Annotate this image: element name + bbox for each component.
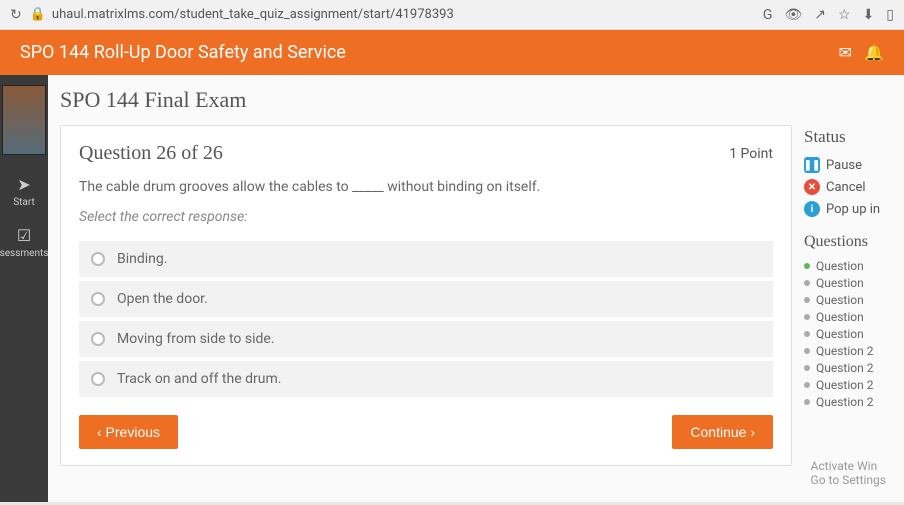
question-list-item[interactable]: Question 2: [804, 395, 904, 409]
watermark-line2: Go to Settings: [811, 473, 886, 487]
quiz-panel: SPO 144 Final Exam Question 26 of 26 1 P…: [60, 87, 792, 502]
status-title: Status: [804, 127, 904, 147]
question-list-label: Question 2: [816, 378, 873, 392]
question-list-label: Question: [816, 310, 864, 324]
question-list-label: Question: [816, 293, 864, 307]
reload-icon[interactable]: ↻: [10, 7, 22, 23]
option-label: Open the door.: [117, 291, 208, 307]
status-dot-icon: [804, 280, 810, 286]
course-header: SPO 144 Roll-Up Door Safety and Service …: [0, 30, 904, 75]
questions-title: Questions: [804, 233, 904, 251]
arrow-icon: ➤: [17, 175, 30, 194]
question-number: Question 26 of 26: [79, 142, 223, 165]
question-list-label: Question 2: [816, 344, 873, 358]
question-list-item[interactable]: Question 2: [804, 344, 904, 358]
status-dot-icon: [804, 263, 810, 269]
bell-icon[interactable]: 🔔: [864, 43, 884, 62]
option-3[interactable]: Track on and off the drum.: [79, 361, 773, 397]
watermark-line1: Activate Win: [811, 459, 886, 473]
previous-button[interactable]: ‹ Previous: [79, 415, 178, 449]
status-dot-icon: [804, 399, 810, 405]
status-dot-icon: [804, 314, 810, 320]
question-text: The cable drum grooves allow the cables …: [79, 179, 773, 195]
question-list-item[interactable]: Question: [804, 259, 904, 273]
sidebar-item-start[interactable]: ➤ Start: [13, 175, 35, 208]
sidebar-assessments-label: sessments: [0, 248, 48, 259]
check-icon: ☑: [17, 226, 31, 245]
url-text: uhaul.matrixlms.com/student_take_quiz_as…: [52, 7, 454, 22]
status-popup-label: Pop up in: [826, 202, 880, 217]
radio-icon: [91, 332, 105, 346]
status-dot-icon: [804, 297, 810, 303]
question-list-item[interactable]: Question 2: [804, 361, 904, 375]
eye-off-icon[interactable]: 👁: [784, 7, 802, 23]
status-cancel[interactable]: ✕ Cancel: [804, 179, 904, 195]
lock-icon: 🔒: [30, 7, 46, 22]
question-list-label: Question 2: [816, 395, 873, 409]
status-dot-icon: [804, 382, 810, 388]
exam-title: SPO 144 Final Exam: [60, 87, 792, 113]
info-icon: i: [804, 201, 820, 217]
status-cancel-label: Cancel: [826, 180, 866, 195]
question-list-item[interactable]: Question: [804, 276, 904, 290]
sidebar-start-label: Start: [13, 197, 35, 208]
question-list-label: Question: [816, 259, 864, 273]
pause-icon: ❚❚: [804, 157, 820, 173]
radio-icon: [91, 252, 105, 266]
status-dot-icon: [804, 348, 810, 354]
option-1[interactable]: Open the door.: [79, 281, 773, 317]
question-list-item[interactable]: Question 2: [804, 378, 904, 392]
course-thumbnail[interactable]: [2, 85, 46, 155]
question-list-label: Question 2: [816, 361, 873, 375]
browser-actions: G 👁 ↗ ☆ ⬇ ▯: [763, 7, 894, 23]
question-card: Question 26 of 26 1 Point The cable drum…: [60, 125, 792, 466]
status-dot-icon: [804, 365, 810, 371]
status-pause-label: Pause: [826, 158, 862, 173]
question-list-item[interactable]: Question: [804, 310, 904, 324]
questions-list: Question Question Question Question Question…: [804, 259, 904, 409]
question-list-item[interactable]: Question: [804, 327, 904, 341]
status-popup[interactable]: i Pop up in: [804, 201, 904, 217]
url-bar[interactable]: 🔒 uhaul.matrixlms.com/student_take_quiz_…: [30, 7, 755, 22]
question-list-item[interactable]: Question: [804, 293, 904, 307]
question-list-label: Question: [816, 327, 864, 341]
continue-button[interactable]: Continue ›: [672, 415, 773, 449]
radio-icon: [91, 372, 105, 386]
download-icon[interactable]: ⬇: [863, 7, 875, 23]
sidebar: ➤ Start ☑ sessments: [0, 75, 48, 502]
option-label: Binding.: [117, 251, 167, 267]
watermark: Activate Win Go to Settings: [811, 459, 886, 487]
share-icon[interactable]: ↗: [814, 7, 826, 23]
option-2[interactable]: Moving from side to side.: [79, 321, 773, 357]
right-panel: Status ❚❚ Pause ✕ Cancel i Pop up in Que…: [804, 87, 904, 502]
cancel-icon: ✕: [804, 179, 820, 195]
question-points: 1 Point: [729, 146, 773, 162]
sidebar-item-assessments[interactable]: ☑ sessments: [0, 226, 48, 259]
instruction-text: Select the correct response:: [79, 209, 773, 225]
star-icon[interactable]: ☆: [838, 7, 851, 23]
status-pause[interactable]: ❚❚ Pause: [804, 157, 904, 173]
status-dot-icon: [804, 331, 810, 337]
google-icon[interactable]: G: [763, 7, 773, 23]
course-title: SPO 144 Roll-Up Door Safety and Service: [20, 42, 346, 63]
mail-icon[interactable]: ✉: [839, 43, 852, 62]
option-label: Track on and off the drum.: [117, 371, 281, 387]
radio-icon: [91, 292, 105, 306]
question-list-label: Question: [816, 276, 864, 290]
option-0[interactable]: Binding.: [79, 241, 773, 277]
browser-bar: ↻ 🔒 uhaul.matrixlms.com/student_take_qui…: [0, 0, 904, 30]
option-label: Moving from side to side.: [117, 331, 275, 347]
panel-icon[interactable]: ▯: [886, 7, 894, 23]
